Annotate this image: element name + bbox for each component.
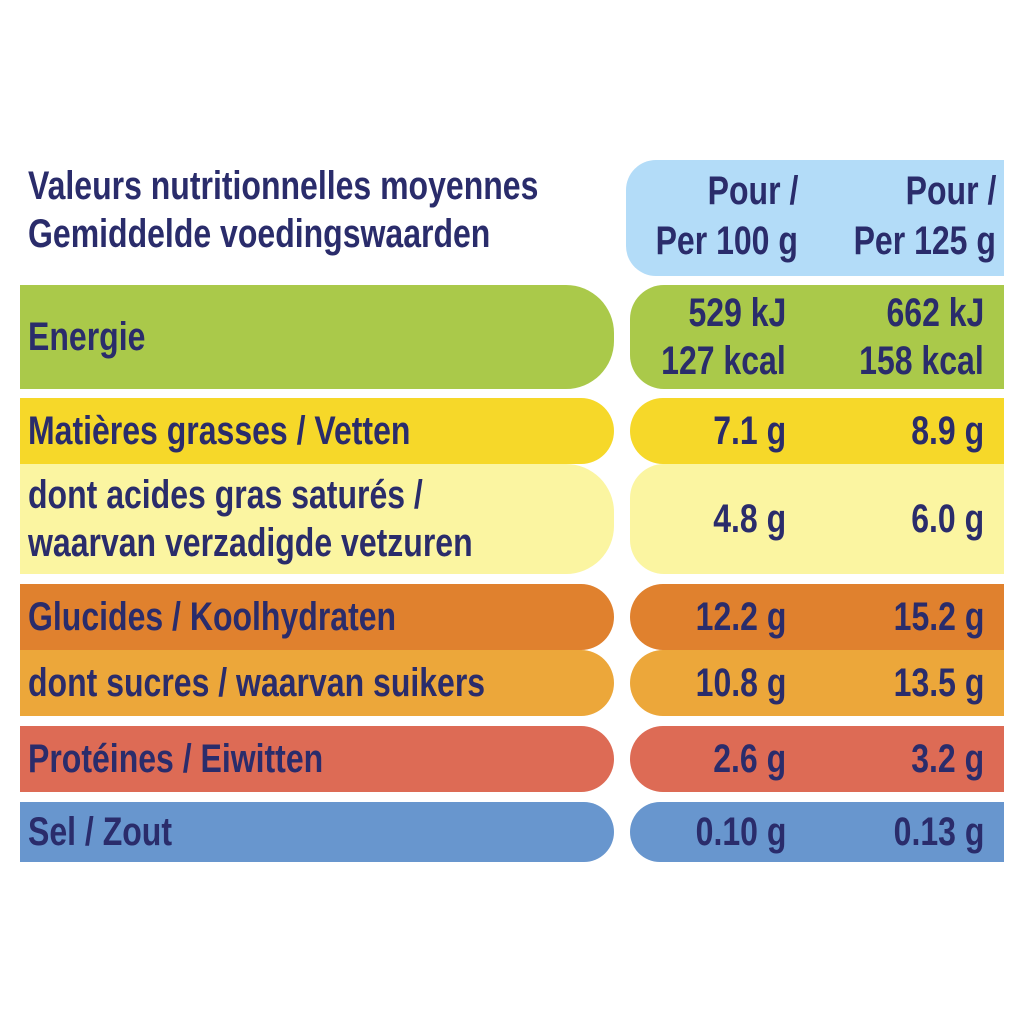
title-line-nl: Gemiddelde voedingswaarden xyxy=(28,212,491,256)
table-row-fat: Matières grasses / Vetten 7.1 g 8.9 g xyxy=(20,398,1004,464)
table-row-saturated-fat: dont acides gras saturés / waarvan verza… xyxy=(20,464,1004,574)
table-row-protein: Protéines / Eiwitten 2.6 g 3.2 g xyxy=(20,726,1004,792)
row-label: dont acides gras saturés / waarvan verza… xyxy=(28,473,473,565)
row-label: dont sucres / waarvan suikers xyxy=(28,661,486,705)
value-per-125g: 662 kJ 158 kcal xyxy=(859,291,984,383)
table-title: Valeurs nutritionnelles moyennes Gemidde… xyxy=(28,162,788,258)
value-per-100g: 2.6 g xyxy=(713,737,786,781)
value-per-100g: 4.8 g xyxy=(713,497,786,541)
value-per-125g: 13.5 g xyxy=(893,661,984,705)
row-label: Energie xyxy=(28,315,146,359)
column-header-125g: Pour / Per 125 g xyxy=(853,169,996,263)
value-per-100g: 12.2 g xyxy=(695,595,786,639)
column-header-100g: Pour / Per 100 g xyxy=(655,169,798,263)
title-line-fr: Valeurs nutritionnelles moyennes xyxy=(28,164,539,208)
value-per-100g: 7.1 g xyxy=(713,409,786,453)
row-label: Protéines / Eiwitten xyxy=(28,737,324,781)
value-per-125g: 3.2 g xyxy=(911,737,984,781)
column-header: Pour / Per 100 g Pour / Per 125 g xyxy=(626,160,1004,276)
value-per-100g: 529 kJ 127 kcal xyxy=(661,291,786,383)
row-label: Sel / Zout xyxy=(28,810,172,854)
value-per-125g: 0.13 g xyxy=(893,810,984,854)
row-label: Matières grasses / Vetten xyxy=(28,409,411,453)
table-row-carbohydrates: Glucides / Koolhydraten 12.2 g 15.2 g xyxy=(20,584,1004,650)
value-per-100g: 0.10 g xyxy=(695,810,786,854)
value-per-125g: 15.2 g xyxy=(893,595,984,639)
table-row-energie: Energie 529 kJ 127 kcal 662 kJ 158 kcal xyxy=(20,285,1004,389)
value-per-125g: 8.9 g xyxy=(911,409,984,453)
table-row-sugars: dont sucres / waarvan suikers 10.8 g 13.… xyxy=(20,650,1004,716)
table-row-salt: Sel / Zout 0.10 g 0.13 g xyxy=(20,802,1004,862)
value-per-100g: 10.8 g xyxy=(695,661,786,705)
row-label: Glucides / Koolhydraten xyxy=(28,595,397,639)
value-per-125g: 6.0 g xyxy=(911,497,984,541)
